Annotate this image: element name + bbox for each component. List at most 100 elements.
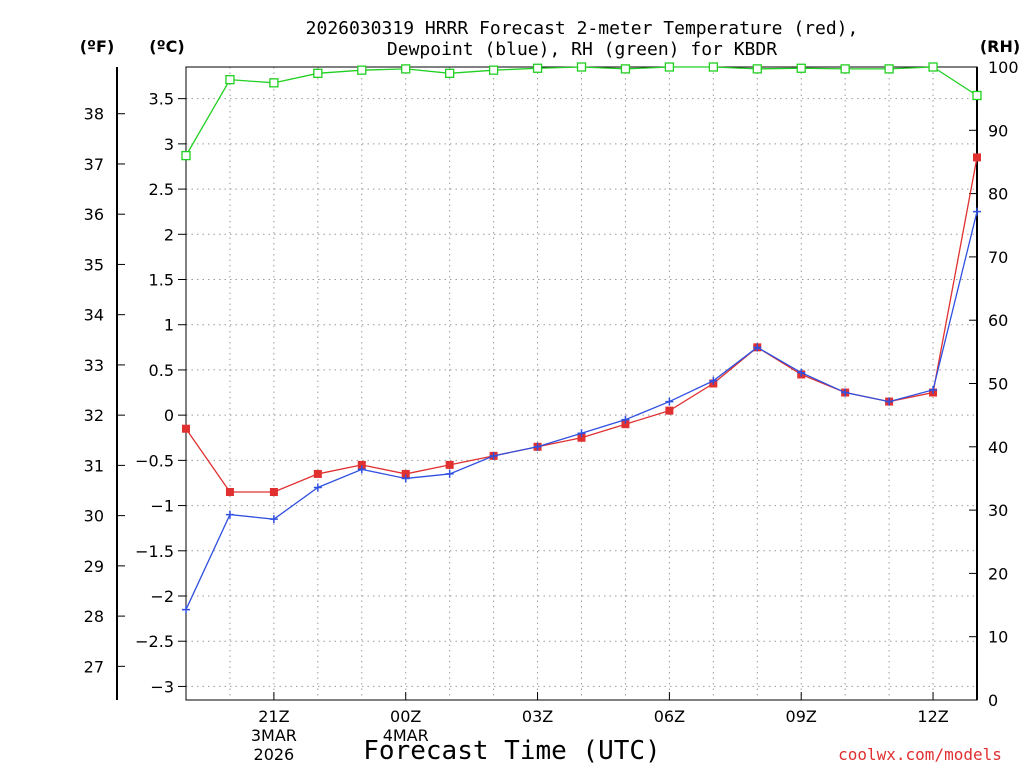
dewpoint-point	[489, 451, 498, 460]
rh-point	[313, 68, 323, 78]
temperature-point	[182, 424, 190, 433]
temperature-point	[665, 406, 674, 415]
fahrenheit-tick-label: 33	[84, 356, 104, 375]
dewpoint-point	[973, 207, 981, 216]
credit-text: coolwx.com/models	[838, 745, 1002, 764]
x-tick-label: 09Z	[786, 707, 817, 726]
celsius-tick-label: 0	[164, 406, 174, 425]
fahrenheit-tick-label: 32	[84, 406, 104, 425]
celsius-tick-label: 1.5	[149, 271, 174, 290]
celsius-tick-label: −0.5	[135, 451, 174, 470]
tick-labels: −3 −2.5 −2 −1.5 −1 −0.5 0 0.5 1 1.5 2 2.5 3 3.5 27 28 29…	[84, 58, 1019, 764]
temperature-point	[621, 420, 630, 429]
dewpoint-point	[533, 442, 542, 451]
rh-point	[884, 64, 894, 74]
temperature-point	[973, 153, 981, 162]
rh-point	[357, 65, 367, 75]
celsius-tick-label: 3.5	[149, 90, 174, 109]
fahrenheit-tick-label: 37	[84, 155, 104, 174]
x-tick-label: 2026	[254, 745, 295, 764]
fahrenheit-tick-label: 30	[84, 507, 104, 526]
fahrenheit-tick-label: 36	[84, 205, 104, 224]
axes	[116, 66, 978, 701]
celsius-tick-label: 2.5	[149, 180, 174, 199]
fahrenheit-tick-label: 31	[84, 456, 104, 475]
dewpoint-point	[401, 474, 410, 483]
temperature-point	[225, 488, 234, 497]
dewpoint-point	[753, 343, 762, 352]
rh-point	[620, 64, 631, 74]
temperature-point	[577, 433, 586, 442]
dewpoint-point	[577, 429, 586, 438]
dewpoint-point	[182, 605, 190, 614]
dewpoint-point	[797, 368, 806, 377]
celsius-unit-label: (ºC)	[149, 37, 184, 56]
x-tick-label: 4MAR	[383, 726, 429, 745]
celsius-tick-label: 1	[164, 316, 174, 335]
rh-point	[532, 63, 543, 73]
dewpoint-point	[313, 483, 322, 492]
dewpoint-point	[885, 397, 894, 406]
rh-tick-label: 70	[988, 248, 1008, 267]
fahrenheit-tick-label: 35	[84, 255, 104, 274]
rh-unit-label: (RH)	[980, 37, 1020, 56]
fahrenheit-tick-label: 27	[84, 657, 104, 676]
rh-tick-label: 40	[988, 438, 1008, 457]
x-tick-label: 3MAR	[251, 726, 297, 745]
x-tick-label: 21Z	[258, 707, 289, 726]
x-axis-label: Forecast Time (UTC)	[363, 736, 660, 766]
celsius-tick-label: −1	[150, 497, 174, 516]
dewpoint-point	[621, 415, 630, 424]
rh-point	[269, 78, 279, 88]
chart-title-line-2: Dewpoint (blue), RH (green) for KBDR	[387, 39, 777, 60]
rh-point	[708, 62, 718, 72]
celsius-tick-label: 2	[164, 225, 174, 244]
rh-point	[752, 64, 762, 74]
x-tick-label: 03Z	[522, 707, 553, 726]
dewpoint-point	[665, 397, 674, 406]
dewpoint-point	[841, 388, 850, 397]
rh-tick-label: 0	[988, 691, 998, 710]
rh-point	[928, 62, 938, 72]
rh-point	[445, 68, 455, 78]
rh-point	[488, 65, 499, 75]
rh-tick-label: 50	[988, 375, 1008, 394]
x-tick-label: 12Z	[917, 707, 948, 726]
rh-tick-label: 20	[988, 564, 1008, 583]
rh-tick-label: 100	[988, 58, 1019, 77]
fahrenheit-tick-label: 29	[84, 557, 104, 576]
dewpoint-point	[445, 469, 454, 478]
dewpoint-point	[929, 385, 938, 394]
dewpoint-point	[709, 376, 718, 385]
temperature-point	[357, 460, 366, 469]
fahrenheit-unit-label: (ºF)	[80, 37, 115, 56]
rh-point	[796, 63, 806, 73]
dewpoint-point	[225, 510, 234, 519]
fahrenheit-tick-label: 34	[84, 306, 104, 325]
rh-point	[576, 62, 587, 72]
grid-lines	[186, 67, 977, 700]
rh-point	[401, 64, 411, 74]
rh-point	[664, 62, 675, 72]
chart-title-line-1: 2026030319 HRRR Forecast 2-meter Tempera…	[306, 18, 859, 39]
rh-tick-label: 90	[988, 121, 1008, 140]
temperature-point	[269, 488, 278, 497]
data-series	[181, 62, 982, 614]
dewpoint-point	[269, 515, 278, 524]
celsius-tick-label: 0.5	[149, 361, 174, 380]
x-tick-label: 00Z	[390, 707, 421, 726]
rh-tick-label: 30	[988, 501, 1008, 520]
rh-point	[840, 64, 850, 74]
temperature-point	[401, 469, 410, 478]
celsius-tick-label: −2	[150, 587, 174, 606]
dewpoint-point	[357, 465, 366, 474]
rh-tick-label: 80	[988, 185, 1008, 204]
rh-point	[225, 75, 235, 85]
temperature-point	[445, 460, 454, 469]
rh-point	[181, 150, 191, 161]
x-tick-label: 06Z	[654, 707, 685, 726]
fahrenheit-tick-label: 38	[84, 105, 104, 124]
rh-point	[972, 90, 982, 101]
celsius-tick-label: 3	[164, 135, 174, 154]
